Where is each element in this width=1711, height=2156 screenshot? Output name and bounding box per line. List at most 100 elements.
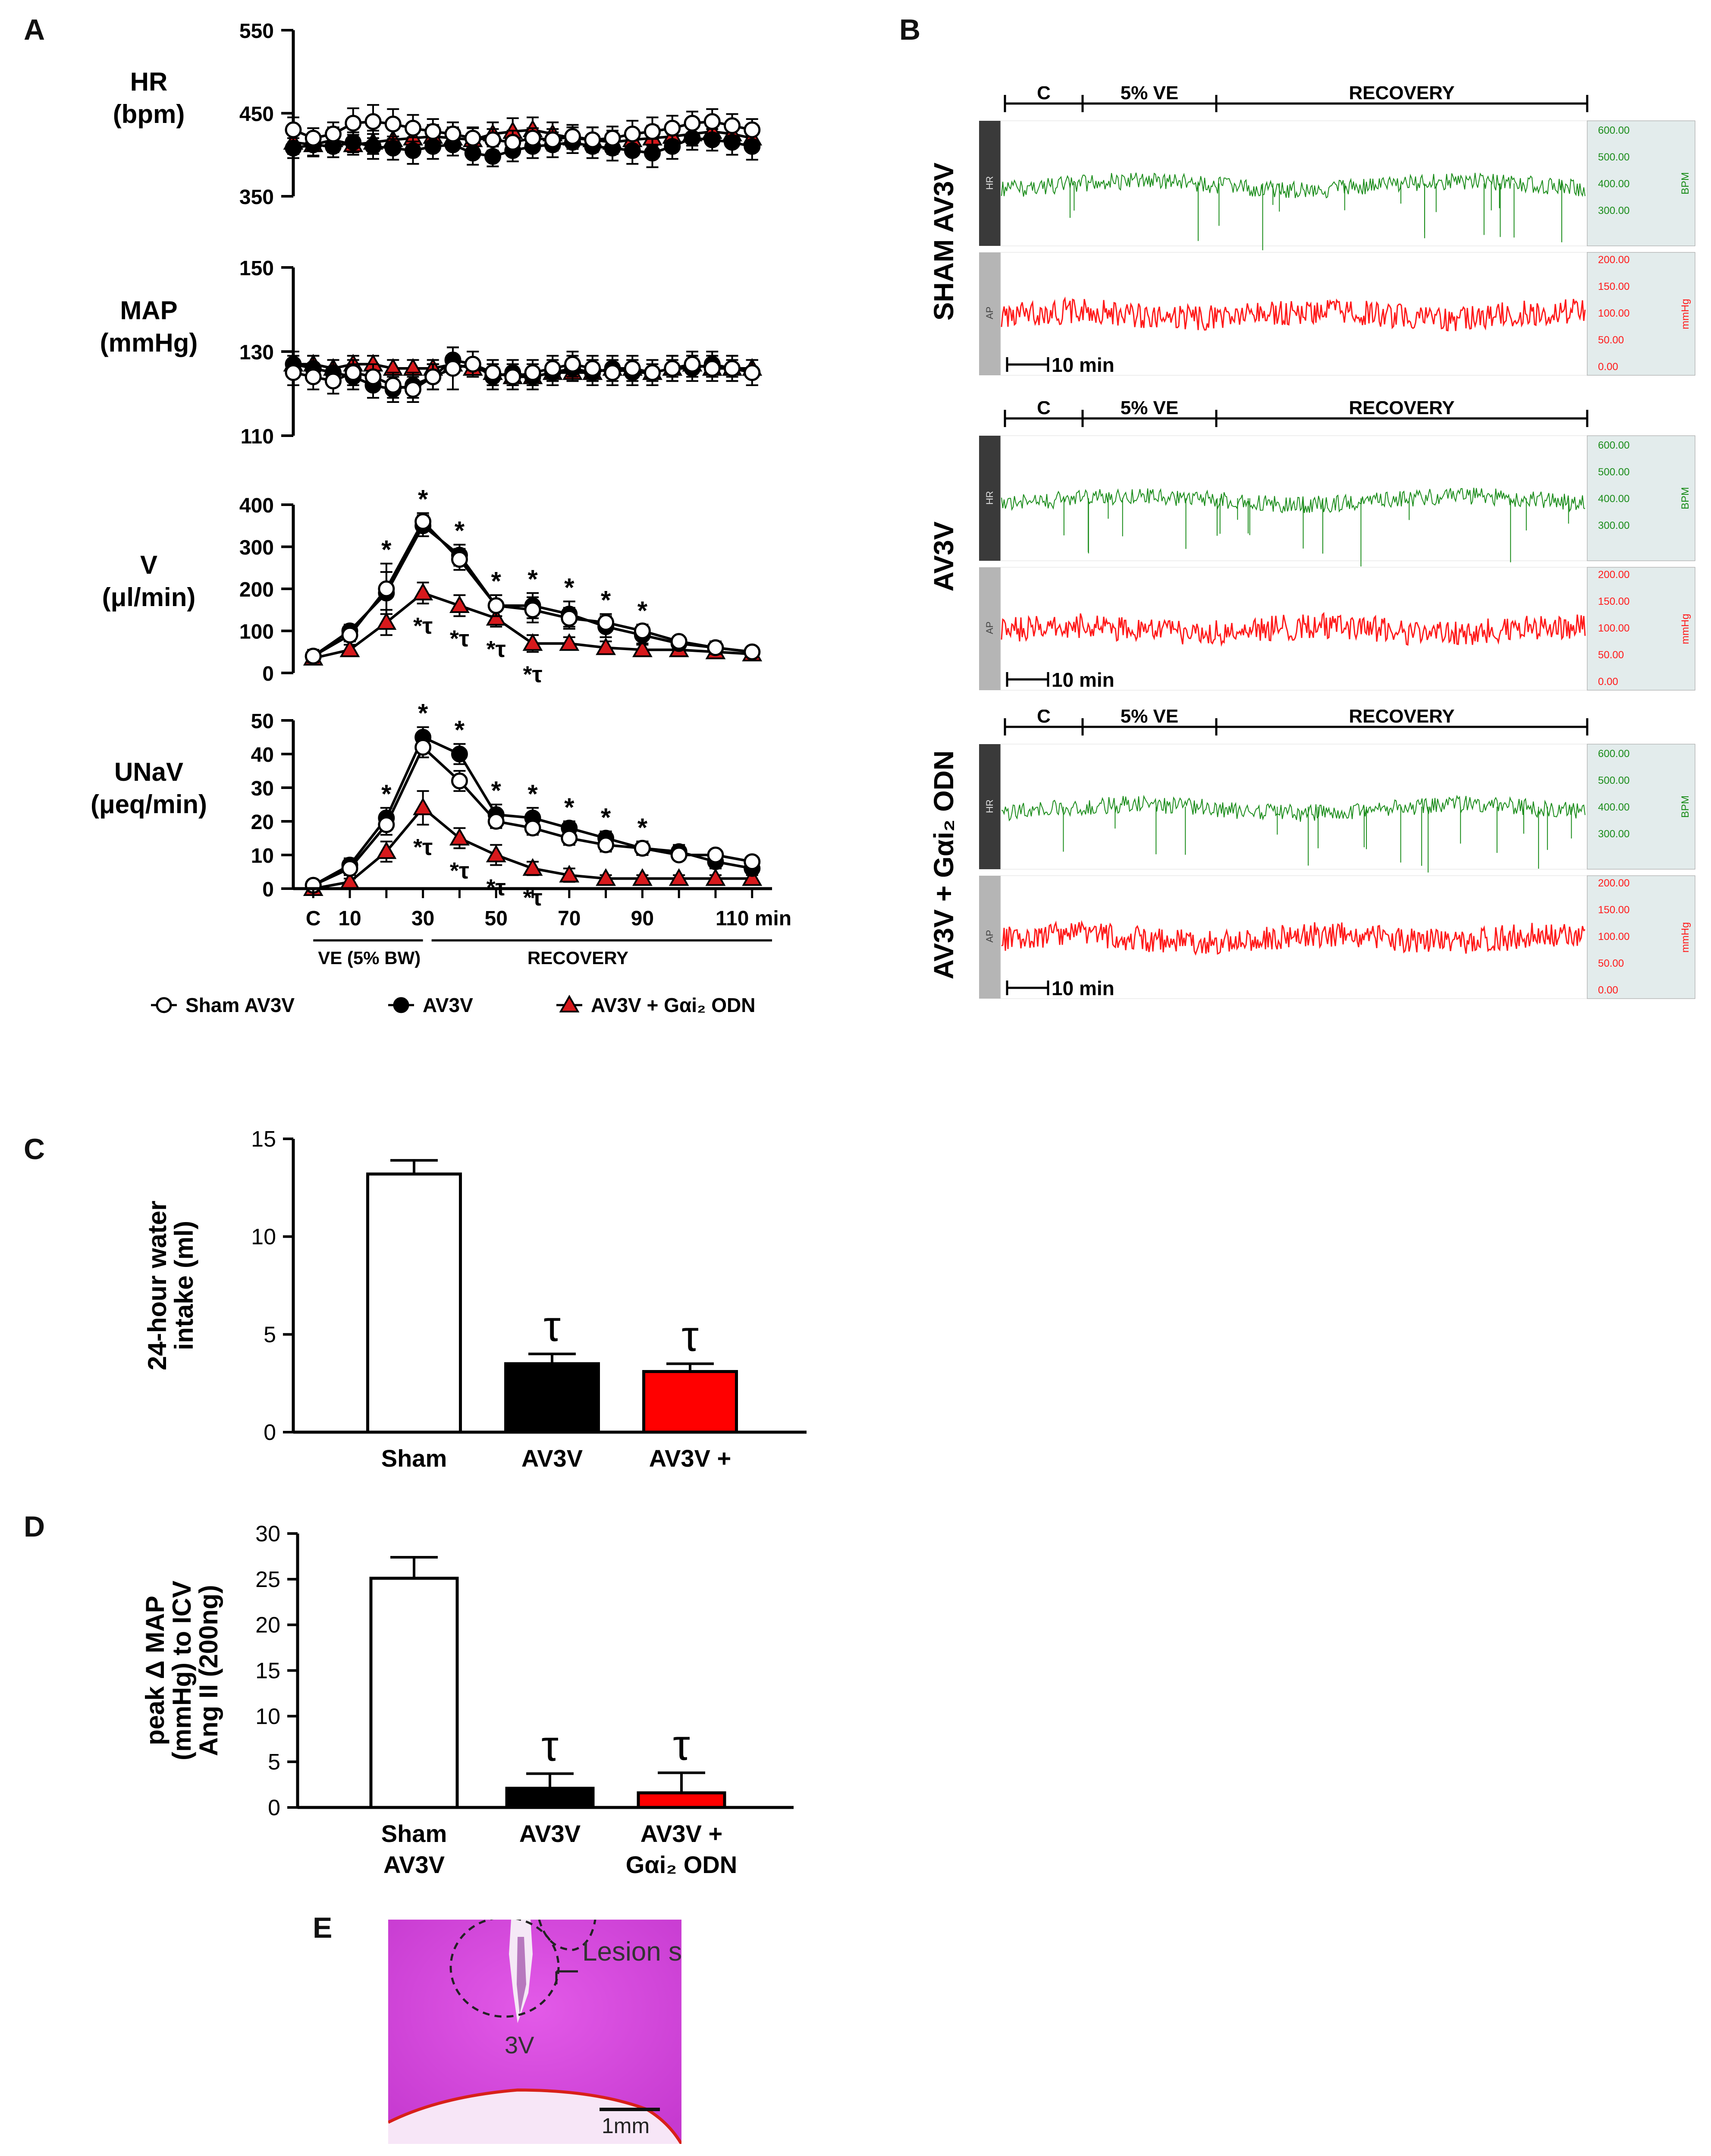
- category-label: Gαi₂ ODN: [634, 1476, 746, 1480]
- category-label: AV3V +: [640, 1820, 722, 1847]
- data-point-triangle: [413, 582, 433, 600]
- ap-channel-tab: [979, 876, 1001, 999]
- category-label: AV3V: [521, 1445, 583, 1472]
- bar: [505, 1787, 595, 1809]
- data-point-open-circle: [684, 355, 701, 373]
- panel-a-subplot-v: 0 100 200 300 400 V (μl/min) * * * * * * * * *τ *τ *τ *τ: [102, 485, 763, 687]
- histology-image: Lesion site 3V 1mm: [387, 1916, 710, 2145]
- data-point-open-circle: [744, 364, 761, 381]
- hr-scale-box: [1587, 744, 1695, 870]
- significance-star: *: [564, 573, 575, 602]
- group-label: SHAM AV3V: [928, 163, 959, 321]
- y-axis-title: V: [140, 550, 157, 579]
- data-point-open-circle: [378, 816, 395, 833]
- data-point-triangle: [632, 868, 653, 886]
- hr-scale-tick: 600.00: [1598, 748, 1629, 760]
- significance-star: *: [418, 485, 428, 514]
- ap-channel-tab: [979, 567, 1001, 690]
- hr-scale-tick: 500.00: [1598, 151, 1629, 163]
- y-axis-title: peak Δ MAP: [141, 1596, 170, 1745]
- bar: [642, 1370, 738, 1434]
- panel-letter-e: E: [313, 1911, 333, 1944]
- data-point-open-circle: [484, 364, 501, 381]
- data-point-open-circle: [524, 364, 541, 381]
- data-point-filled-circle: [364, 138, 382, 155]
- significance-tau: τ: [673, 1721, 690, 1769]
- data-point-open-circle: [744, 853, 761, 871]
- data-point-open-circle: [561, 610, 578, 627]
- x-tick-label: 10: [338, 907, 361, 930]
- data-point-open-circle: [707, 639, 724, 656]
- legend-marker: [156, 997, 172, 1013]
- data-point-open-circle: [707, 846, 724, 864]
- hr-trace: [1001, 172, 1585, 199]
- x-tick-label: 30: [411, 907, 434, 930]
- y-tick-label: 0: [264, 1420, 276, 1445]
- y-axis-title: 24-hour water: [143, 1201, 172, 1370]
- data-point-open-circle: [524, 820, 541, 837]
- panel-a-subplot-map: 110 130 150 MAP (mmHg): [100, 257, 763, 448]
- y-tick-label: 350: [239, 186, 274, 209]
- y-axis-title: UNaV: [114, 757, 183, 786]
- data-point-open-circle: [451, 551, 468, 568]
- data-point-triangle: [449, 595, 470, 613]
- hr-channel-tab: [979, 436, 1001, 561]
- y-tick-label: 5: [264, 1322, 276, 1347]
- segment-recovery-label: RECOVERY: [1349, 86, 1454, 104]
- hr-scale-tick: 600.00: [1598, 440, 1629, 451]
- hr-scale-box: [1587, 435, 1695, 561]
- y-tick-label: 30: [251, 777, 274, 800]
- significance-tau: τ: [541, 1722, 559, 1770]
- significance-star: *: [418, 699, 428, 728]
- hr-scale-tick: 400.00: [1598, 178, 1629, 190]
- panel-b-recordings: SHAM AV3V C 5% VE RECOVERY HR AP 600.00 500.00 4…: [893, 86, 1704, 1014]
- bar: [366, 1172, 462, 1434]
- data-point-open-circle: [384, 377, 402, 394]
- significance-star-tau: *τ: [413, 834, 433, 860]
- data-point-open-circle: [414, 739, 432, 756]
- data-point-open-circle: [345, 364, 362, 381]
- category-label: Sham: [381, 1820, 447, 1847]
- data-point-open-circle: [451, 772, 468, 789]
- ap-channel-label: AP: [984, 307, 995, 319]
- y-tick-label: 10: [251, 845, 274, 867]
- data-point-filled-circle: [405, 142, 421, 159]
- ap-scale-tick: 150.00: [1598, 281, 1629, 292]
- significance-star-tau: *τ: [450, 625, 469, 651]
- significance-star: *: [455, 516, 465, 545]
- data-point-open-circle: [724, 360, 741, 377]
- panel-a-subplot-hr: 350 450 550 HR (bpm): [113, 20, 763, 209]
- y-tick-label: 100: [239, 621, 274, 644]
- data-point-open-circle: [584, 360, 601, 377]
- hr-unit-label: BPM: [1680, 487, 1691, 509]
- data-point-open-circle: [325, 372, 342, 390]
- segment-control-label: C: [1037, 86, 1051, 104]
- data-point-open-circle: [524, 129, 541, 147]
- significance-star: *: [527, 565, 538, 594]
- y-axis-title: Ang II (200ng): [194, 1585, 223, 1756]
- data-point-open-circle: [597, 836, 615, 854]
- data-point-open-circle: [464, 129, 481, 147]
- data-point-open-circle: [584, 131, 601, 148]
- data-point-open-circle: [664, 119, 681, 137]
- data-point-open-circle: [424, 123, 442, 140]
- y-axis-unit: (mmHg): [100, 328, 198, 357]
- data-point-open-circle: [644, 123, 661, 140]
- segment-recovery-label: RECOVERY: [1349, 710, 1454, 727]
- category-label: Gαi₂ ODN: [626, 1851, 737, 1878]
- data-point-open-circle: [285, 364, 302, 381]
- data-point-triangle: [376, 612, 397, 630]
- hr-channel-tab: [979, 121, 1001, 246]
- ap-scale-tick: 50.00: [1598, 649, 1624, 661]
- third-ventricle-label: 3V: [505, 2031, 534, 2059]
- hr-unit-label: BPM: [1680, 172, 1691, 195]
- data-point-open-circle: [524, 601, 541, 619]
- ap-scale-tick: 200.00: [1598, 877, 1629, 889]
- ap-scale-tick: 200.00: [1598, 254, 1629, 266]
- y-tick-label: 130: [239, 341, 274, 364]
- data-point-triangle: [559, 633, 580, 651]
- data-point-open-circle: [444, 360, 461, 377]
- legend-marker: [559, 994, 580, 1012]
- y-tick-label: 110: [241, 425, 274, 448]
